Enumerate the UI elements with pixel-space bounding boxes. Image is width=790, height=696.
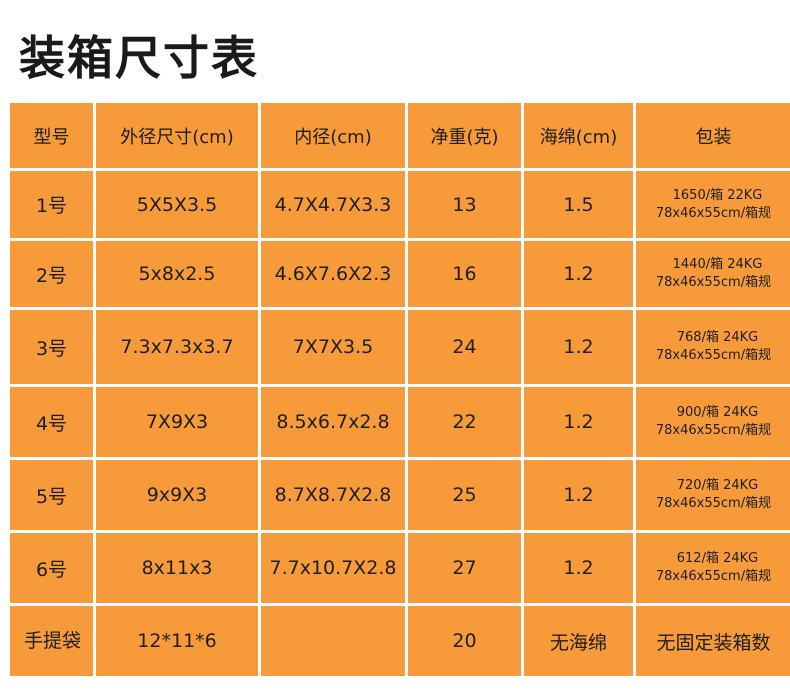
row-2-model: 2号 <box>10 241 93 307</box>
row-4-outer: 7X9X3 <box>96 387 258 457</box>
row-2-weight: 16 <box>408 241 521 307</box>
row-5-weight: 25 <box>408 460 521 530</box>
header-model: 型号 <box>10 103 93 168</box>
row-2-packing: 1440/箱 24KG 78x46x55cm/箱规 <box>636 241 790 307</box>
row-6-sponge: 1.2 <box>524 533 633 603</box>
row-5-inner: 8.7X8.7X2.8 <box>261 460 405 530</box>
header-net-weight: 净重(克) <box>408 103 521 168</box>
row-3-outer: 7.3x7.3x3.7 <box>96 310 258 384</box>
row-5-sponge: 1.2 <box>524 460 633 530</box>
row-3-weight: 24 <box>408 310 521 384</box>
row-7-outer: 12*11*6 <box>96 606 258 676</box>
row-7-weight: 20 <box>408 606 521 676</box>
row-6-weight: 27 <box>408 533 521 603</box>
row-5-packing-box: 78x46x55cm/箱规 <box>655 496 772 511</box>
row-2-packing-qty: 1440/箱 24KG <box>672 257 763 272</box>
row-4-packing-qty: 900/箱 24KG <box>676 405 759 420</box>
row-2-packing-box: 78x46x55cm/箱规 <box>655 275 772 290</box>
row-7-inner <box>261 606 405 676</box>
row-4-packing-box: 78x46x55cm/箱规 <box>655 423 772 438</box>
row-6-packing-qty: 612/箱 24KG <box>676 551 759 566</box>
row-7-packing: 无固定装箱数 <box>636 606 790 676</box>
row-2-outer: 5x8x2.5 <box>96 241 258 307</box>
row-4-weight: 22 <box>408 387 521 457</box>
row-3-sponge: 1.2 <box>524 310 633 384</box>
row-6-inner: 7.7x10.7X2.8 <box>261 533 405 603</box>
row-1-inner: 4.7X4.7X3.3 <box>261 171 405 238</box>
row-4-model: 4号 <box>10 387 93 457</box>
row-3-packing-qty: 768/箱 24KG <box>676 330 759 345</box>
page-title: 装箱尺寸表 <box>19 31 259 85</box>
row-6-outer: 8x11x3 <box>96 533 258 603</box>
row-7-model: 手提袋 <box>10 606 93 676</box>
row-1-outer: 5X5X3.5 <box>96 171 258 238</box>
packing-size-table: 型号 外径尺寸(cm) 内径(cm) 净重(克) 海绵(cm) 包装 1号 5X… <box>10 103 790 676</box>
row-1-packing-qty: 1650/箱 22KG <box>672 187 763 203</box>
row-5-packing: 720/箱 24KG 78x46x55cm/箱规 <box>636 460 790 530</box>
header-sponge: 海绵(cm) <box>524 103 633 168</box>
row-5-outer: 9x9X3 <box>96 460 258 530</box>
row-5-model: 5号 <box>10 460 93 530</box>
row-6-packing-box: 78x46x55cm/箱规 <box>655 569 772 584</box>
row-5-packing-qty: 720/箱 24KG <box>676 478 759 493</box>
row-1-packing: 1650/箱 22KG 78x46x55cm/箱规 <box>636 171 790 238</box>
row-1-packing-box: 78x46x55cm/箱规 <box>655 205 772 221</box>
row-1-model: 1号 <box>10 171 93 238</box>
row-3-packing-box: 78x46x55cm/箱规 <box>655 348 772 363</box>
header-inner-size: 内径(cm) <box>261 103 405 168</box>
header-packing: 包装 <box>636 103 790 168</box>
row-7-sponge: 无海绵 <box>524 606 633 676</box>
header-outer-size: 外径尺寸(cm) <box>96 103 258 168</box>
row-1-weight: 13 <box>408 171 521 238</box>
row-4-sponge: 1.2 <box>524 387 633 457</box>
row-2-sponge: 1.2 <box>524 241 633 307</box>
row-3-model: 3号 <box>10 310 93 384</box>
row-1-sponge: 1.5 <box>524 171 633 238</box>
row-4-packing: 900/箱 24KG 78x46x55cm/箱规 <box>636 387 790 457</box>
row-6-packing: 612/箱 24KG 78x46x55cm/箱规 <box>636 533 790 603</box>
row-4-inner: 8.5x6.7x2.8 <box>261 387 405 457</box>
row-6-model: 6号 <box>10 533 93 603</box>
row-3-inner: 7X7X3.5 <box>261 310 405 384</box>
row-3-packing: 768/箱 24KG 78x46x55cm/箱规 <box>636 310 790 384</box>
row-2-inner: 4.6X7.6X2.3 <box>261 241 405 307</box>
